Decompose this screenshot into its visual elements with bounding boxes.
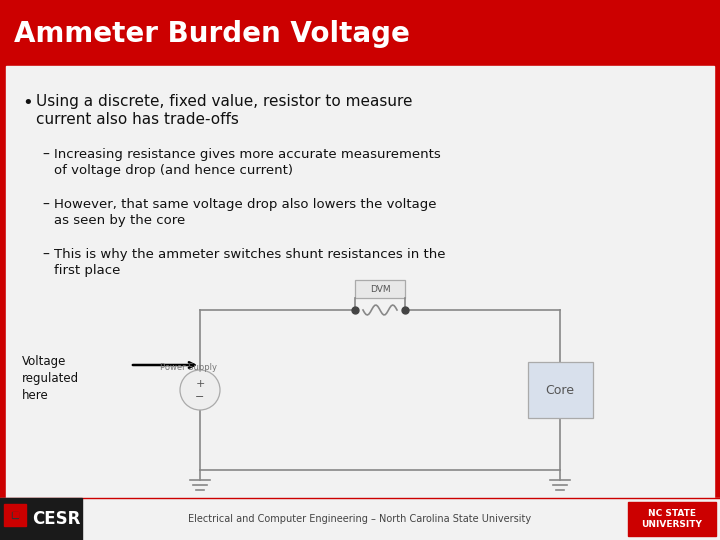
Bar: [6, 66, 714, 498]
Text: current also has trade-offs: current also has trade-offs: [36, 112, 239, 127]
Bar: [0, 498, 720, 540]
Bar: [0, 0, 720, 62]
Bar: [0, 498, 82, 540]
Text: −: −: [195, 392, 204, 402]
Text: of voltage drop (and hence current): of voltage drop (and hence current): [54, 164, 293, 177]
Bar: [355, 280, 405, 298]
Bar: [628, 502, 716, 536]
Text: DVM: DVM: [369, 285, 390, 294]
Text: –: –: [42, 148, 49, 162]
Text: +: +: [195, 379, 204, 389]
Text: CESR: CESR: [32, 510, 80, 528]
Bar: [4, 504, 26, 526]
Text: first place: first place: [54, 264, 120, 277]
Text: Voltage
regulated
here: Voltage regulated here: [22, 355, 79, 402]
Text: as seen by the core: as seen by the core: [54, 214, 185, 227]
Text: ■: ■: [11, 510, 19, 519]
Text: Power Supply: Power Supply: [160, 363, 217, 373]
Bar: [528, 362, 593, 418]
Text: Using a discrete, fixed value, resistor to measure: Using a discrete, fixed value, resistor …: [36, 94, 413, 109]
Text: –: –: [42, 198, 49, 212]
Text: •: •: [22, 94, 32, 112]
Text: This is why the ammeter switches shunt resistances in the: This is why the ammeter switches shunt r…: [54, 248, 446, 261]
Text: However, that same voltage drop also lowers the voltage: However, that same voltage drop also low…: [54, 198, 436, 211]
Text: Core: Core: [546, 383, 575, 396]
Circle shape: [180, 370, 220, 410]
Text: NC STATE
UNIVERSITY: NC STATE UNIVERSITY: [642, 509, 703, 529]
Text: Ammeter Burden Voltage: Ammeter Burden Voltage: [14, 20, 410, 48]
Text: Electrical and Computer Engineering – North Carolina State University: Electrical and Computer Engineering – No…: [189, 514, 531, 524]
Text: –: –: [42, 248, 49, 262]
Text: Increasing resistance gives more accurate measurements: Increasing resistance gives more accurat…: [54, 148, 441, 161]
